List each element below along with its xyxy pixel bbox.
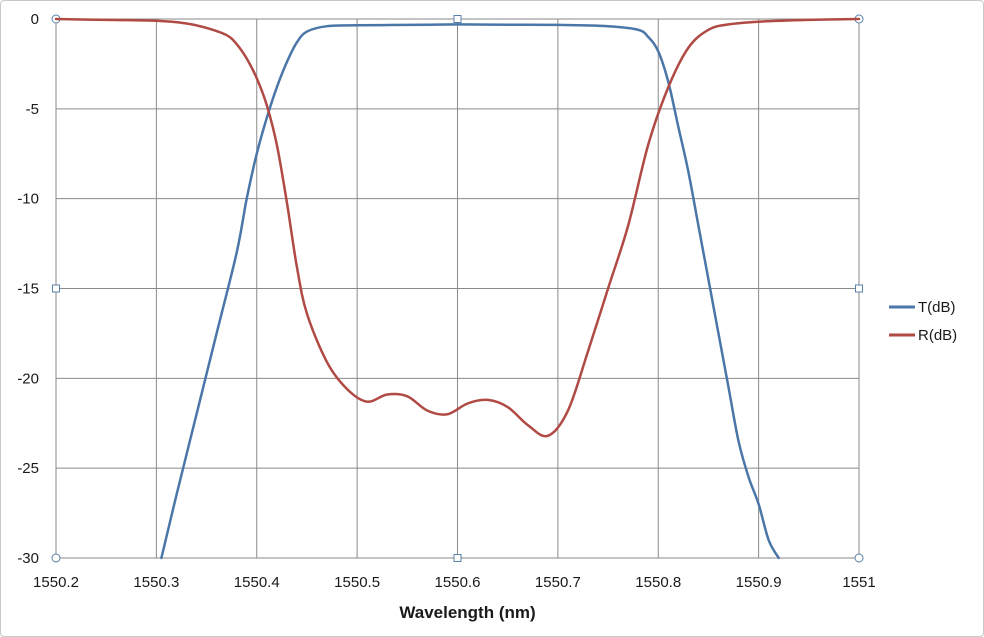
legend-label: T(dB) (918, 299, 956, 316)
x-tick-label: 1550.5 (334, 574, 380, 591)
corner-handle[interactable] (51, 553, 61, 563)
x-tick-label: 1550.6 (435, 574, 481, 591)
grid-lines (55, 18, 860, 559)
side-handle[interactable] (453, 15, 462, 23)
x-tick-label: 1550.8 (635, 574, 681, 591)
x-tick-label: 1550.3 (133, 574, 179, 591)
side-handle[interactable] (855, 284, 863, 293)
y-tick-label: -5 (26, 101, 39, 118)
x-axis-title: Wavelength (nm) (399, 603, 535, 622)
series-line-t-db[interactable] (160, 23, 780, 560)
series-layer (54, 17, 861, 560)
selection-handles (51, 14, 864, 563)
side-handle[interactable] (453, 554, 462, 562)
x-tick-label: 1550.7 (535, 574, 581, 591)
x-tick-label: 1550.2 (33, 574, 79, 591)
y-tick-label: -15 (17, 281, 39, 298)
series-line-r-db[interactable] (54, 17, 861, 438)
y-tick-label: -30 (17, 550, 39, 567)
x-tick-labels: 1550.2 1550.3 1550.4 1550.5 1550.6 1550.7 1550… (33, 574, 876, 591)
corner-handle[interactable] (854, 553, 864, 563)
y-tick-label: -20 (17, 370, 39, 387)
y-tick-label: -10 (17, 191, 39, 208)
x-tick-label: 1551 (842, 574, 875, 591)
side-handle[interactable] (52, 284, 60, 293)
y-tick-labels: 0 -5 -10 -15 -20 -25 -30 (17, 11, 39, 567)
x-tick-label: 1550.4 (234, 574, 280, 591)
legend-label: R(dB) (918, 327, 957, 344)
x-tick-label: 1550.9 (736, 574, 782, 591)
y-tick-label: -25 (17, 460, 39, 477)
y-tick-label: 0 (31, 11, 39, 28)
legend: T(dB) R(dB) (889, 299, 957, 344)
